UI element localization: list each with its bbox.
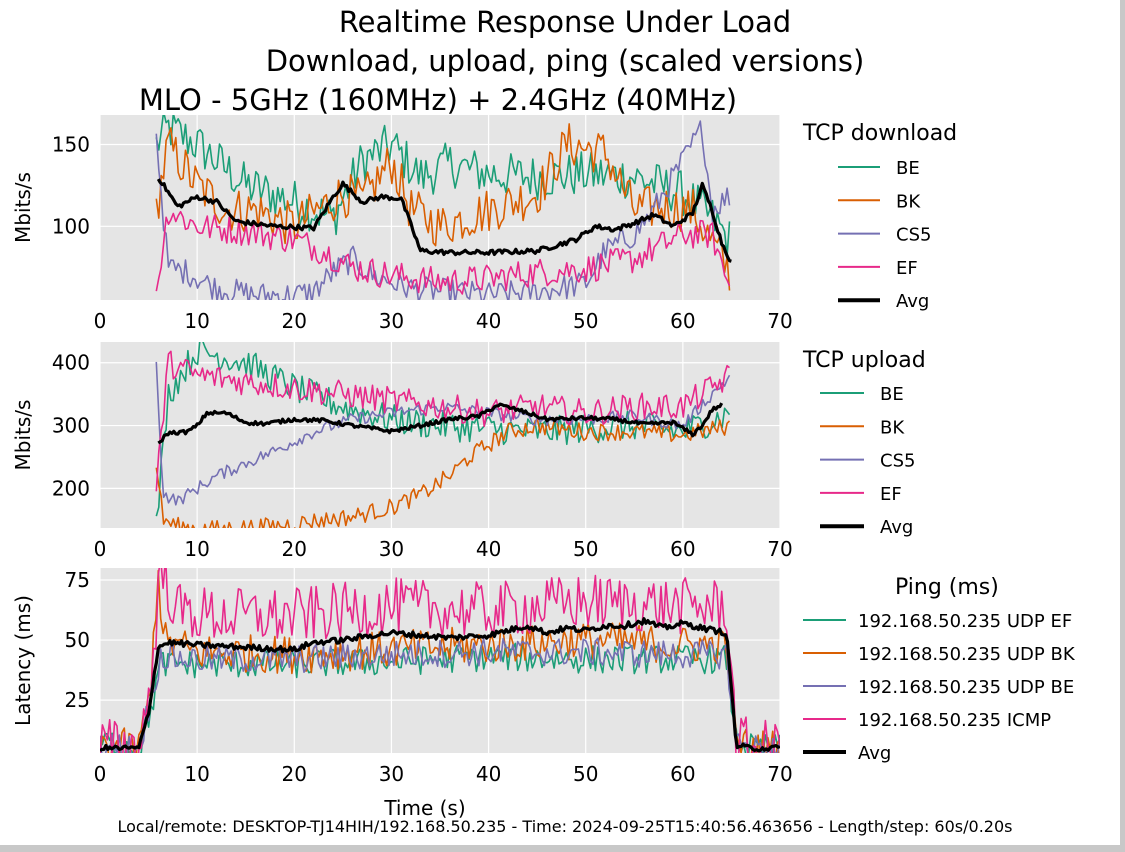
upload-series-cs5 xyxy=(155,361,731,506)
download-series-avg xyxy=(156,178,732,263)
download-series xyxy=(155,115,732,300)
upload-series xyxy=(155,342,731,528)
download-xtick-label: 70 xyxy=(767,309,792,333)
upload-legend-label: BK xyxy=(880,417,905,438)
ping-xlabel: Time (s) xyxy=(383,796,465,820)
download-legend-label: BK xyxy=(896,191,921,212)
upload-series-ef xyxy=(155,350,730,492)
upload-ytick-label: 300 xyxy=(52,414,90,438)
download-ytick-label: 150 xyxy=(52,132,90,156)
download-legend-label: Avg xyxy=(896,291,929,312)
upload-legend-label: EF xyxy=(880,484,902,505)
footer-info: Local/remote: DESKTOP-TJ14HIH/192.168.50… xyxy=(118,817,1013,836)
ping-series-192-168-50-235-udp-be xyxy=(100,637,780,753)
upload-legend-label: BE xyxy=(880,384,904,405)
download-legend: TCP download BE BK CS5 EF Avg xyxy=(802,121,957,312)
ping-legend-label: 192.168.50.235 UDP BE xyxy=(858,677,1074,698)
download-legend-label: BE xyxy=(896,158,920,179)
ping-xtick-label: 50 xyxy=(573,762,598,786)
upload-gridlines xyxy=(99,342,781,528)
download-xtick-label: 60 xyxy=(670,309,695,333)
download-xtick-label: 20 xyxy=(282,309,307,333)
panel-download: 0 10 20 30 40 50 60 70 100 150 Mbits/s TCP download… xyxy=(11,115,957,333)
upload-xtick-label: 0 xyxy=(94,537,107,561)
ping-ytick-label: 25 xyxy=(65,688,90,712)
ping-xtick-label: 20 xyxy=(282,762,307,786)
ping-series xyxy=(100,568,780,753)
download-xtick-label: 30 xyxy=(379,309,404,333)
upload-xtick-label: 70 xyxy=(767,537,792,561)
panel-upload: 0 10 20 30 40 50 60 70 200 300 400 Mbits/s TCP uploa… xyxy=(11,342,926,561)
download-ylabel: Mbits/s xyxy=(11,172,35,243)
upload-ytick-label: 400 xyxy=(52,351,90,375)
ping-series-avg xyxy=(100,617,780,753)
ping-xtick-label: 30 xyxy=(379,762,404,786)
upload-ytick-label: 200 xyxy=(52,476,90,500)
upload-legend-label: CS5 xyxy=(880,451,915,472)
upload-xtick-label: 30 xyxy=(379,537,404,561)
chart-config-label: MLO - 5GHz (160MHz) + 2.4GHz (40MHz) xyxy=(139,83,737,117)
upload-legend-title: TCP upload xyxy=(802,348,926,373)
download-legend-label: CS5 xyxy=(896,225,931,246)
ping-xtick-label: 40 xyxy=(476,762,501,786)
panel-ping: 0 10 20 30 40 50 60 70 25 50 75 Latency (ms) Time (s… xyxy=(11,568,1076,820)
upload-xtick-label: 20 xyxy=(282,537,307,561)
download-series-ef xyxy=(155,210,731,295)
download-series-bk xyxy=(155,123,731,291)
ping-xtick-label: 10 xyxy=(184,762,209,786)
upload-series-bk xyxy=(155,418,731,528)
ping-legend-label: 192.168.50.235 UDP BK xyxy=(858,644,1076,665)
upload-xtick-label: 40 xyxy=(476,537,501,561)
ping-legend-label: 192.168.50.235 UDP EF xyxy=(858,611,1072,632)
chart-title: Realtime Response Under Load xyxy=(339,5,791,39)
download-xtick-label: 50 xyxy=(573,309,598,333)
upload-legend-label: Avg xyxy=(880,517,913,538)
ping-xtick-label: 70 xyxy=(767,762,792,786)
download-series-be xyxy=(155,115,731,257)
download-ytick-label: 100 xyxy=(52,214,90,238)
ping-series-192-168-50-235-icmp xyxy=(100,568,780,753)
upload-ylabel: Mbits/s xyxy=(11,400,35,471)
chart-subtitle: Download, upload, ping (scaled versions) xyxy=(266,44,865,78)
ping-legend-label: Avg xyxy=(858,743,891,764)
ping-ytick-label: 75 xyxy=(65,568,90,592)
download-xtick-label: 0 xyxy=(94,309,107,333)
ping-legend: Ping (ms) 192.168.50.235 UDP EF 192.168.50… xyxy=(803,575,1076,764)
download-legend-label: EF xyxy=(896,258,918,279)
upload-series-avg xyxy=(157,402,724,445)
ping-legend-title: Ping (ms) xyxy=(895,575,999,600)
download-xtick-label: 40 xyxy=(476,309,501,333)
ping-legend-label: 192.168.50.235 ICMP xyxy=(858,710,1051,731)
download-gridlines xyxy=(99,115,781,300)
download-legend-title: TCP download xyxy=(802,121,957,146)
ping-xtick-label: 0 xyxy=(94,762,107,786)
download-xtick-label: 10 xyxy=(184,309,209,333)
ping-ylabel: Latency (ms) xyxy=(11,595,35,726)
ping-ytick-label: 50 xyxy=(65,628,90,652)
upload-xtick-label: 60 xyxy=(670,537,695,561)
upload-xtick-label: 10 xyxy=(184,537,209,561)
upload-legend: TCP upload BE BK CS5 EF Avg xyxy=(802,348,926,538)
upload-xtick-label: 50 xyxy=(573,537,598,561)
ping-xtick-label: 60 xyxy=(670,762,695,786)
